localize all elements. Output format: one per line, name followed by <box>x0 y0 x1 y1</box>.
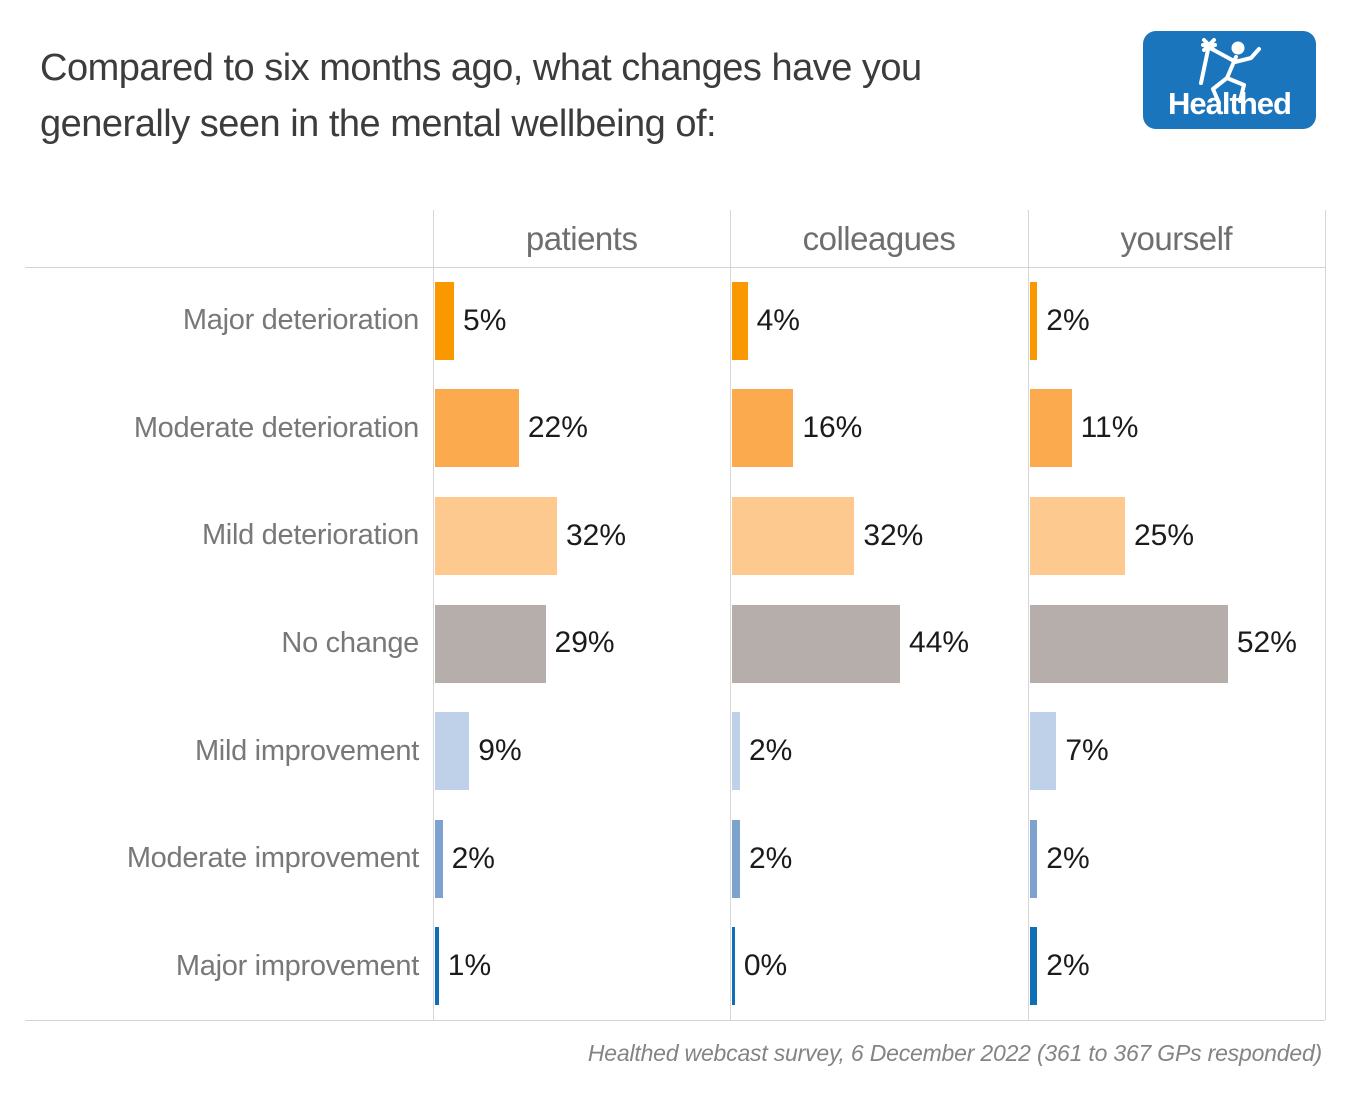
healthed-logo: Healthed <box>1143 31 1316 129</box>
bar-colleagues-no-change <box>732 604 901 683</box>
bar-value-yourself-mild-deterioration: 25% <box>1133 518 1194 552</box>
bar-yourself-mild-deterioration <box>1029 496 1125 575</box>
axis-bottom-line <box>25 1020 1325 1021</box>
bar-patients-major-improvement <box>435 927 439 1006</box>
bar-patients-moderate-deterioration <box>435 389 519 468</box>
page-title-line2: generally seen in the mental wellbeing o… <box>40 103 717 145</box>
row-label-major-deterioration: Major deterioration <box>182 304 419 337</box>
bar-value-colleagues-moderate-improvement: 2% <box>748 841 793 875</box>
header-divider-line <box>25 267 1325 268</box>
bar-yourself-mild-improvement <box>1029 712 1057 791</box>
column-header-yourself: yourself <box>1120 219 1233 257</box>
column-separator-line <box>1325 210 1326 1020</box>
column-separator-line <box>433 210 434 1020</box>
row-label-moderate-improvement: Moderate improvement <box>126 842 419 875</box>
column-header-patients: patients <box>525 219 638 257</box>
bar-yourself-moderate-improvement <box>1029 819 1038 898</box>
bar-value-colleagues-mild-improvement: 2% <box>748 734 793 768</box>
row-label-major-improvement: Major improvement <box>175 949 419 982</box>
bar-value-patients-moderate-deterioration: 22% <box>527 411 588 445</box>
bar-value-yourself-no-change: 52% <box>1236 626 1297 660</box>
bar-value-colleagues-no-change: 44% <box>909 626 970 660</box>
bar-value-patients-major-improvement: 1% <box>447 949 492 983</box>
bar-value-colleagues-major-improvement: 0% <box>743 949 788 983</box>
bar-value-yourself-major-deterioration: 2% <box>1046 303 1090 337</box>
page-title-line1: Compared to six months ago, what changes… <box>40 47 922 89</box>
bar-colleagues-major-deterioration <box>732 281 748 360</box>
column-separator-line <box>730 210 731 1020</box>
bar-value-yourself-major-improvement: 2% <box>1046 949 1090 983</box>
row-label-mild-improvement: Mild improvement <box>194 734 419 767</box>
row-label-moderate-deterioration: Moderate deterioration <box>133 411 419 444</box>
bar-value-yourself-moderate-deterioration: 11% <box>1080 411 1139 445</box>
bar-patients-mild-deterioration <box>435 496 557 575</box>
bar-patients-no-change <box>435 604 546 683</box>
bar-value-patients-mild-improvement: 9% <box>478 734 522 768</box>
bar-patients-major-deterioration <box>435 281 455 360</box>
bar-colleagues-mild-improvement <box>732 712 740 791</box>
bar-colleagues-major-improvement <box>732 927 735 1006</box>
bar-colleagues-moderate-improvement <box>732 819 740 898</box>
column-separator-line <box>1028 210 1029 1020</box>
bar-patients-mild-improvement <box>435 712 470 791</box>
row-label-mild-deterioration: Mild deterioration <box>201 519 419 552</box>
bar-colleagues-mild-deterioration <box>732 496 855 575</box>
bar-chart: patients colleagues yourself Major deterior… <box>25 210 1326 1021</box>
column-header-colleagues: colleagues <box>802 219 956 257</box>
bar-value-patients-mild-deterioration: 32% <box>565 518 627 552</box>
bar-value-colleagues-moderate-deterioration: 16% <box>802 411 863 445</box>
bar-colleagues-moderate-deterioration <box>732 389 794 468</box>
bar-value-patients-no-change: 29% <box>554 626 615 660</box>
bar-value-colleagues-mild-deterioration: 32% <box>863 518 924 552</box>
page-title: Compared to six months ago, what changes… <box>40 40 922 152</box>
bar-value-patients-moderate-improvement: 2% <box>451 841 495 875</box>
bar-value-patients-major-deterioration: 5% <box>463 303 507 337</box>
bar-yourself-moderate-deterioration <box>1029 389 1072 468</box>
bar-patients-moderate-improvement <box>435 819 443 898</box>
hermes-runner-icon <box>1199 38 1261 105</box>
source-note: Healthed webcast survey, 6 December 2022… <box>587 1040 1322 1066</box>
bar-yourself-major-deterioration <box>1029 281 1038 360</box>
row-label-no-change: No change <box>281 626 419 659</box>
bar-yourself-major-improvement <box>1029 927 1038 1006</box>
bar-value-yourself-moderate-improvement: 2% <box>1046 841 1090 875</box>
bar-value-yourself-mild-improvement: 7% <box>1065 734 1109 768</box>
logo-text: Healthed <box>1168 86 1292 121</box>
bar-yourself-no-change <box>1029 604 1228 683</box>
bar-value-colleagues-major-deterioration: 4% <box>756 303 800 337</box>
